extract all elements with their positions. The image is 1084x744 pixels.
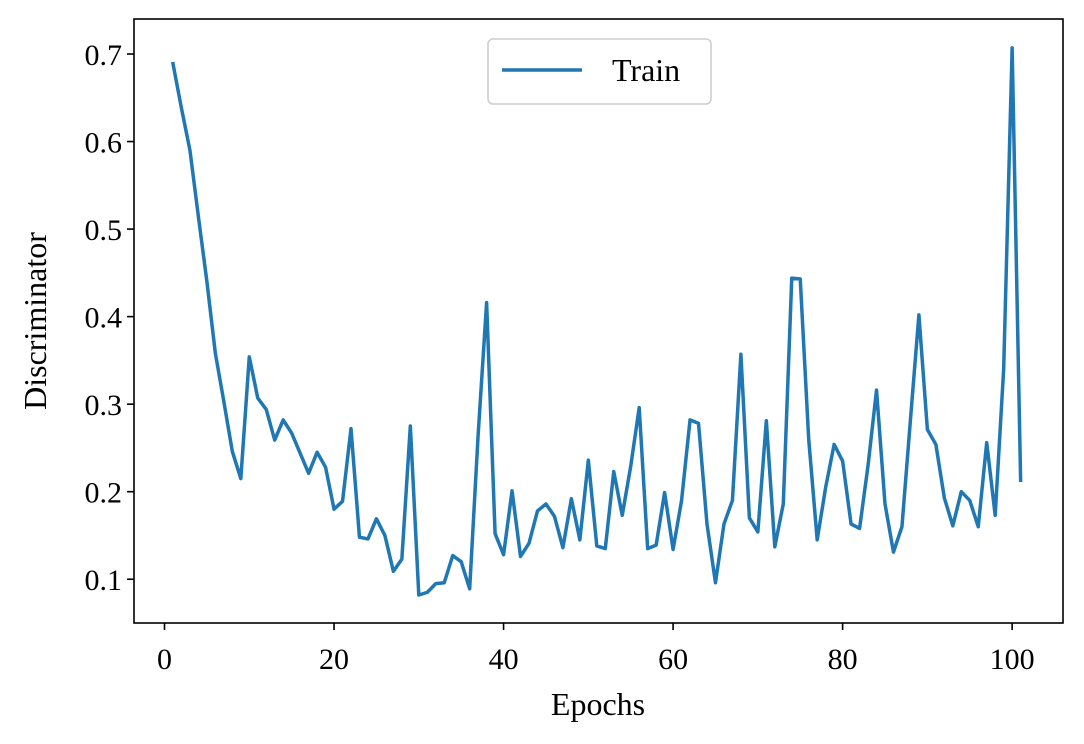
series-layer [170, 46, 1023, 597]
legend-box [487, 38, 712, 105]
x-tick-label: 100 [990, 643, 1035, 676]
x-tick-label: 40 [489, 643, 519, 676]
y-tick-label: 0.5 [85, 214, 123, 247]
y-tick-label: 0.4 [85, 302, 123, 335]
x-tick-label: 0 [157, 643, 172, 676]
y-tick-label: 0.3 [85, 389, 123, 422]
y-tick-label: 0.7 [85, 39, 123, 72]
y-axis-label: Discriminator [17, 232, 53, 410]
series-line-train [170, 46, 1023, 597]
x-tick-label: 20 [319, 643, 349, 676]
y-tick-label: 0.2 [85, 477, 123, 510]
legend: Train [487, 38, 712, 105]
ticks-group: 0 20 40 60 80 100 0.1 0.2 0.3 0.4 0.5 0.6 0.7 [85, 39, 1035, 676]
x-tick-label: 80 [828, 643, 858, 676]
plot-frame [133, 18, 1064, 624]
plot-area [134, 19, 1063, 623]
legend-label-train: Train [612, 52, 680, 88]
y-tick-label: 0.1 [85, 564, 123, 597]
y-tick-label: 0.6 [85, 127, 123, 160]
x-axis-label: Epochs [551, 686, 645, 722]
x-tick-label: 60 [658, 643, 688, 676]
